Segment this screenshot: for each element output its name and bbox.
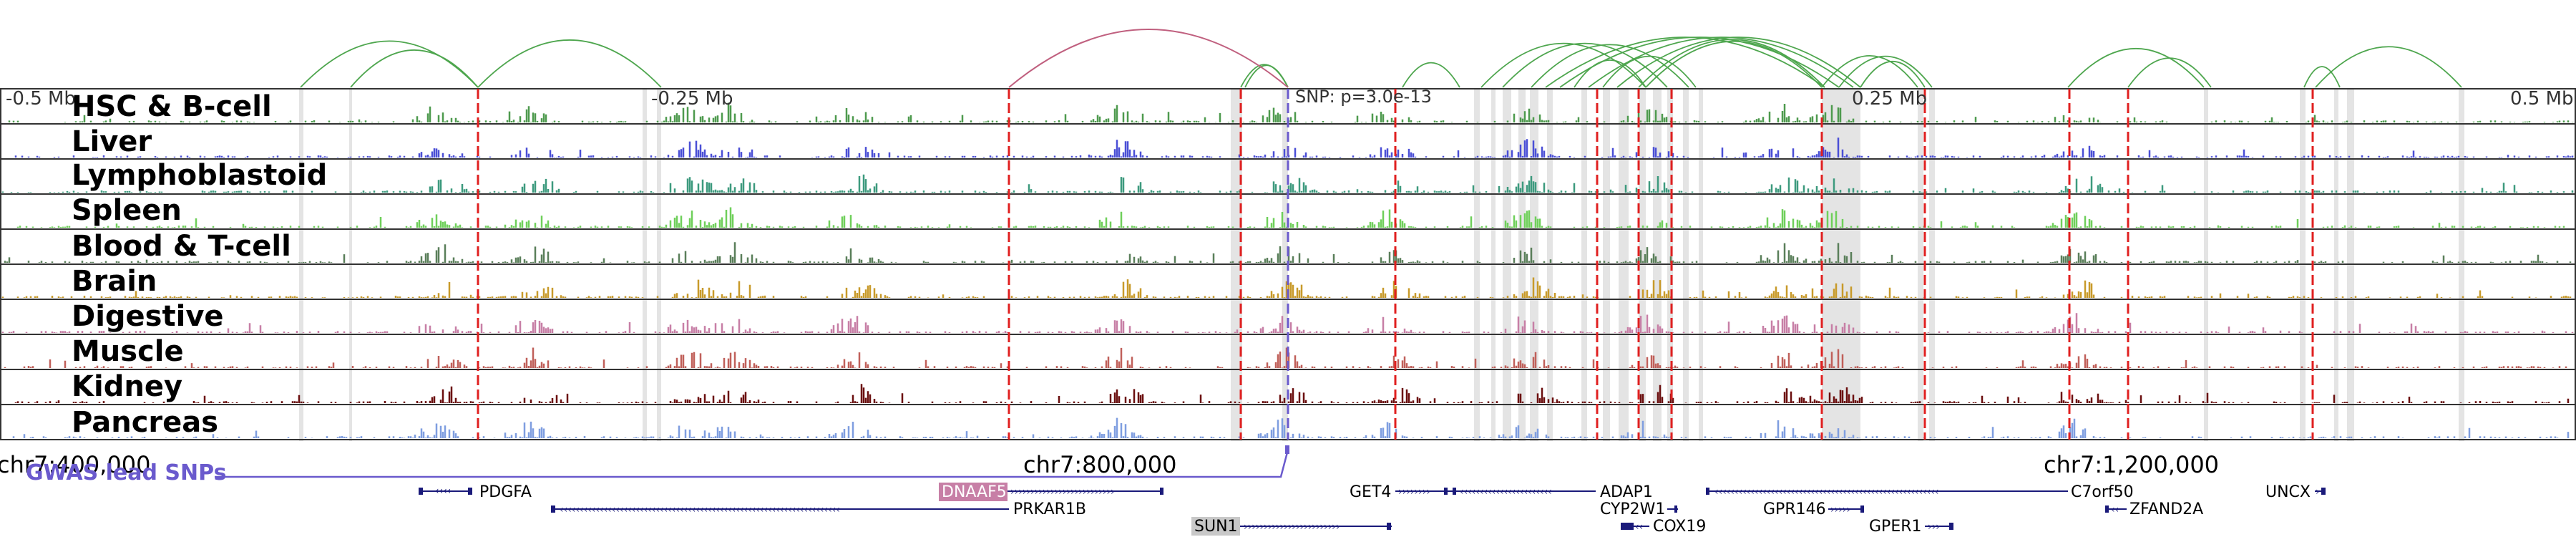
track-label-muscle: Muscle: [72, 335, 184, 368]
gene-zfand2a[interactable]: ‹‹ ZFAND2A: [2105, 500, 2203, 518]
interaction-arc: [350, 49, 479, 88]
svg-text:‹‹‹‹: ‹‹‹‹: [435, 485, 451, 497]
interaction-arc: [1860, 60, 1926, 88]
interaction-arc: [1244, 64, 1289, 88]
svg-text:›››: ›››: [1928, 521, 1940, 533]
interaction-arc: [1838, 55, 1933, 88]
interaction-arc-highlight: [1008, 29, 1289, 88]
track-label-pancreas: Pancreas: [72, 406, 218, 439]
track-signals: [1, 102, 2574, 438]
svg-text:‹‹: ‹‹: [1635, 521, 1643, 533]
coordinate-label-400k: chr7:400,000: [0, 451, 151, 478]
interaction-arc: [1616, 37, 1861, 88]
gene-label-zfand2a: ZFAND2A: [2129, 500, 2203, 518]
gene-label-pdgfa: PDGFA: [479, 483, 532, 501]
gene-track: ‹‹‹‹ PDGFA DNAAF5 ››››››››››››››››››››››…: [419, 483, 2326, 536]
gene-sun1[interactable]: SUN1 ››››››››››››››››››››››››: [1191, 517, 1392, 536]
svg-text:‹‹‹‹‹‹‹‹‹‹‹‹‹‹‹‹‹‹‹‹‹‹‹‹‹‹‹‹‹‹: ‹‹‹‹‹‹‹‹‹‹‹‹‹‹‹‹‹‹‹‹‹‹‹‹‹‹‹‹‹‹‹‹‹‹‹‹‹‹‹‹…: [560, 504, 840, 516]
interaction-arc: [2303, 66, 2341, 88]
scale-label-left-mid: -0.25 Mb: [651, 88, 733, 110]
track-label-lymphoblastoid: Lymphoblastoid: [72, 159, 327, 192]
interaction-arc: [300, 40, 479, 88]
gene-uncx[interactable]: UNCX ›: [2265, 483, 2326, 501]
track-label-spleen: Spleen: [72, 194, 182, 227]
track-label-hsc-b-cell: HSC & B-cell: [72, 90, 272, 123]
snp-marker-lines: [477, 89, 2314, 440]
gene-label-c7orf50: C7orf50: [2071, 483, 2134, 501]
interaction-arc: [1502, 42, 1668, 88]
scale-label-right-mid: 0.25 Mb: [1852, 88, 1927, 110]
interaction-arc: [1645, 40, 1823, 88]
interaction-arc: [2315, 46, 2462, 88]
scale-label-right: 0.5 Mb: [2510, 88, 2574, 110]
gene-adap1[interactable]: ‹‹‹‹‹‹‹‹‹‹‹‹‹‹‹‹‹‹‹‹‹‹‹ ADAP1: [1449, 483, 1653, 501]
gene-dnaaf5[interactable]: DNAAF5 ››››››››››››››››››››››››››: [939, 483, 1163, 501]
interaction-arc: [1402, 62, 1460, 88]
gene-label-cyp2w1: CYP2W1: [1600, 500, 1665, 518]
gene-label-adap1: ADAP1: [1600, 483, 1653, 501]
track-signal: [14, 137, 2574, 158]
gene-gper1[interactable]: GPER1 ›››: [1869, 518, 1953, 536]
interaction-arc: [1531, 44, 1689, 88]
coordinate-label-1200k: chr7:1,200,000: [2044, 451, 2219, 478]
gene-prkar1b[interactable]: ‹‹‹‹‹‹‹‹‹‹‹‹‹‹‹‹‹‹‹‹‹‹‹‹‹‹‹‹‹‹‹‹‹‹‹‹‹‹‹‹…: [551, 500, 1086, 518]
track-signal: [8, 102, 2574, 122]
gene-label-sun1: SUN1: [1194, 518, 1238, 536]
gene-label-dnaaf5: DNAAF5: [942, 483, 1007, 501]
svg-text:‹‹‹‹‹‹‹‹‹‹‹‹‹‹‹‹‹‹‹‹‹‹‹: ‹‹‹‹‹‹‹‹‹‹‹‹‹‹‹‹‹‹‹‹‹‹‹: [1460, 486, 1552, 498]
svg-text:‹‹‹‹‹‹‹‹‹‹‹‹‹‹‹‹‹‹‹‹‹‹‹‹‹‹‹‹‹‹: ‹‹‹‹‹‹‹‹‹‹‹‹‹‹‹‹‹‹‹‹‹‹‹‹‹‹‹‹‹‹‹‹‹‹‹‹‹‹‹‹…: [1714, 486, 1939, 498]
track-label-blood-t-cell: Blood & T-cell: [72, 230, 291, 263]
track-signal: [1, 174, 2574, 193]
track-label-liver: Liver: [72, 125, 152, 158]
gene-label-get4: GET4: [1350, 483, 1391, 501]
svg-text:›: ›: [2316, 486, 2320, 498]
interaction-arc: [2067, 47, 2205, 88]
interaction-arc: [477, 39, 662, 88]
scale-label-left: -0.5 Mb: [6, 88, 76, 110]
gene-label-prkar1b: PRKAR1B: [1013, 500, 1086, 518]
gene-pdgfa[interactable]: ‹‹‹‹ PDGFA: [419, 483, 532, 501]
track-signal: [14, 384, 2570, 403]
track-labels: HSC & B-cell Liver Lymphoblastoid Spleen…: [72, 90, 327, 439]
track-signal: [16, 207, 2565, 228]
interaction-arc: [1638, 39, 1825, 88]
interaction-arc: [1602, 55, 1697, 88]
svg-text:‹‹: ‹‹: [2111, 504, 2119, 516]
track-signal: [12, 417, 2570, 438]
gene-label-gper1: GPER1: [1869, 518, 1922, 536]
gene-cyp2w1[interactable]: CYP2W1: [1600, 500, 1678, 518]
gene-label-uncx: UNCX: [2265, 483, 2311, 501]
track-signal: [1, 313, 2574, 333]
gene-cox19[interactable]: ‹‹ COX19: [1621, 518, 1706, 536]
interaction-arcs: [300, 29, 2462, 88]
gene-c7orf50[interactable]: ‹‹‹‹‹‹‹‹‹‹‹‹‹‹‹‹‹‹‹‹‹‹‹‹‹‹‹‹‹‹‹‹‹‹‹‹‹‹‹‹…: [1706, 483, 2134, 501]
svg-text:›››››: ›››››: [1830, 504, 1850, 516]
interaction-arc: [1480, 42, 1646, 88]
interaction-arc: [1545, 37, 1825, 88]
gene-label-cox19: COX19: [1653, 518, 1706, 536]
coordinate-label-800k: chr7:800,000: [1023, 451, 1177, 478]
track-signal: [4, 242, 2572, 263]
svg-text:››››››››››››››››››››››››››: ››››››››››››››››››››››››››: [1010, 486, 1115, 498]
interaction-arc: [1574, 59, 1646, 88]
gene-gpr146[interactable]: GPR146 ›››››: [1763, 500, 1864, 518]
track-signal: [1, 277, 2572, 298]
svg-text:››››››››: ››››››››: [1398, 486, 1430, 498]
gwas-connector-line: [215, 449, 1289, 478]
gene-label-gpr146: GPR146: [1763, 500, 1826, 518]
gwas-snp-marker: [1285, 445, 1289, 454]
track-signal: [4, 347, 2567, 368]
track-label-digestive: Digestive: [72, 300, 224, 333]
track-label-kidney: Kidney: [72, 370, 182, 403]
track-label-brain: Brain: [72, 265, 157, 298]
gwas-lead-snps-label: GWAS lead SNPs: [26, 460, 226, 485]
interaction-arc: [2127, 57, 2212, 88]
svg-text:››››››››››››››››››››››››: ››››››››››››››››››››››››: [1244, 521, 1340, 533]
snp-pvalue-label: SNP: p=3.0e-13: [1295, 87, 1432, 107]
interaction-arc: [1821, 54, 1918, 88]
gene-get4[interactable]: GET4 ››››››››: [1350, 483, 1449, 501]
